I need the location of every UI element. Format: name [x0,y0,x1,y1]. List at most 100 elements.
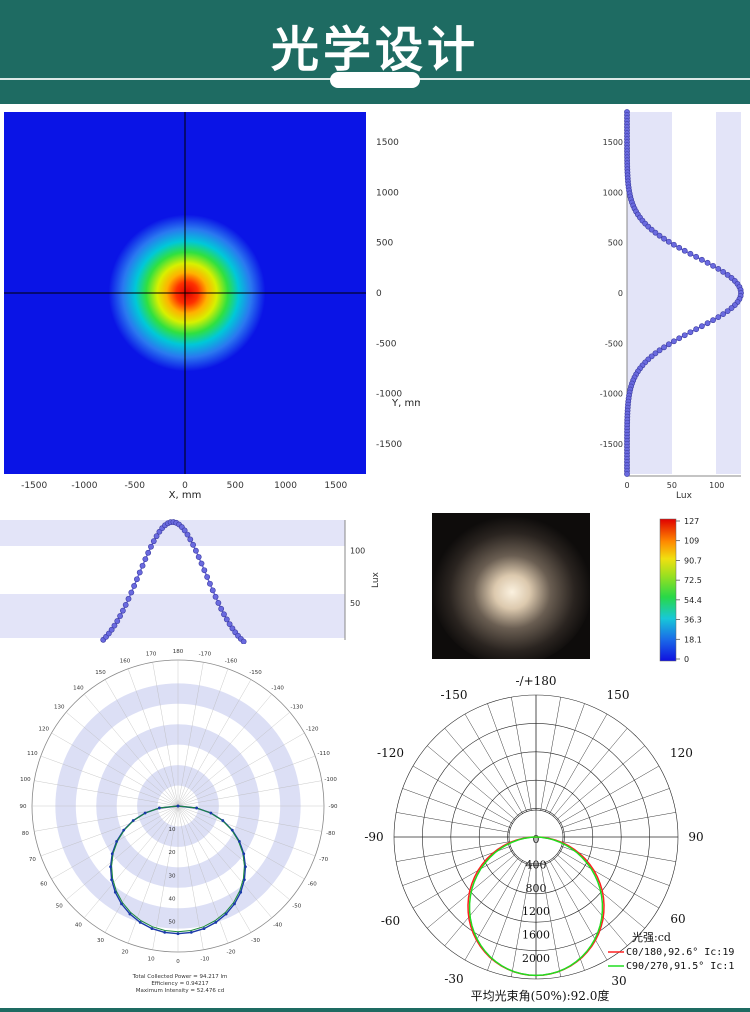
polar-left-angle-label: 170 [146,651,157,657]
vprofile-point [715,314,722,321]
color-scale-legend: 127 109 90.7 72.5 54.4 36.3 18.1 0 [659,517,702,664]
photo-glow [432,513,592,665]
vprofile-y-tick-label: 500 [608,239,623,248]
polar-left-angle-label: -50 [292,904,301,910]
polar-left-angle-label: 80 [22,831,29,837]
polar-left-angle-label: -80 [326,831,335,837]
polar-right-angle-label: -90 [364,830,383,844]
polar-right-radial-label: 2000 [522,952,550,965]
polar-left-footer-efficiency: Efficiency = 0.94217 [151,981,209,987]
polar-left-spoke [177,805,316,857]
polar-right-radial-label: 1200 [522,905,550,918]
map-y-tick-label: -500 [376,339,397,349]
polar-right-spoke [444,857,519,946]
polar-left-spoke [66,711,179,807]
hprofile-point [114,618,121,624]
polar-left-angle-label: 90 [20,804,27,810]
polar-right-spoke [562,812,676,833]
light-spot-photo-svg [432,513,592,665]
vprofile-point [720,268,727,275]
polar-left-angle-label: -40 [273,923,282,929]
polar-left-spoke [177,805,290,901]
polar-left-point [202,927,206,930]
polar-left-spoke [34,780,179,807]
polar-right-spoke [545,703,585,812]
vertical-profile-chart: 1500 1000 500 0 -500 -1000 -1500 0 50 100 Lux [600,109,744,501]
polar-right-radial-label: 0 [533,833,540,846]
polar-left-spoke [177,679,252,807]
vprofile-x-tick-label: 50 [667,481,677,490]
hprofile-point [139,562,146,569]
hprofile-point [223,616,230,623]
polar-left-angle-label: -10 [200,957,209,963]
polar-right-radial-label: 1600 [522,929,550,942]
polar-left-point [242,852,246,856]
vprofile-point [676,335,683,342]
hprofile-point [207,580,213,587]
color-scale-tick-label: 72.5 [684,576,702,585]
hprofile-point [215,600,222,606]
map-y-tick-label: 1000 [376,188,399,198]
polar-right-angle-label: 120 [670,746,693,760]
hprofile-point [184,531,191,538]
map-x-tick-label: -500 [125,481,146,491]
page-header: 光学设计 [0,0,750,104]
polar-left-point [244,865,247,869]
vprofile-point [656,347,663,354]
polar-left-angle-label: 110 [27,751,38,757]
polar-left-angle-label: -160 [225,658,238,664]
polar-right-angle-label: -60 [381,914,400,928]
polar-right-spoke [553,728,628,817]
vprofile-y-tick-label: 1500 [603,138,623,147]
polar-left-point [176,804,180,808]
hprofile-point [142,556,149,563]
horizontal-profile-chart: 100 50 Lux [0,519,381,645]
polar-left-angle-label: 120 [39,727,50,733]
polar-right-curve-c90 [468,836,604,977]
polar-right-spoke [549,713,608,814]
hprofile-point [117,613,123,619]
map-x-tick-label: 1000 [274,481,297,491]
polar-left-angle-label: 60 [40,882,47,888]
vprofile-x-label: Lux [676,491,693,501]
polar-right-angle-label: -150 [441,688,468,702]
polar-left-spoke [177,711,290,807]
color-scale-tick-label: 90.7 [684,556,702,565]
polar-left-spoke [177,732,305,807]
page-title: 光学设计 [270,22,479,78]
hprofile-point [150,538,157,545]
polar-left-angle-label: -30 [251,938,260,944]
color-scale-tick-label: 36.3 [684,616,702,625]
polar-left-radial-label: 30 [169,873,176,879]
page-footer-bar [0,1008,750,1012]
polar-left-point [224,912,228,916]
map-x-axis-label: X, mm [169,490,202,501]
polar-left-spoke [152,805,179,950]
polar-left-spoke [152,662,179,807]
polar-left-angle-label: -70 [319,857,328,863]
polar-left-angle-label: 0 [176,959,180,965]
polar-right-angle-label: -120 [377,746,404,760]
hprofile-y-label: Lux [371,571,381,588]
polar-left-spoke [177,805,229,944]
vprofile-point [710,317,716,324]
vprofile-point [665,341,672,348]
polar-left-spoke [83,694,179,807]
polar-left-angle-label: 70 [29,857,36,863]
map-x-tick-label: -1000 [71,481,97,491]
hprofile-point [201,567,208,574]
polar-right-spoke [412,765,513,824]
hprofile-point [122,602,129,608]
map-x-tick-label: 1500 [324,481,347,491]
hprofile-point [193,547,199,554]
map-x-tick-label: 500 [227,481,244,491]
vprofile-y-tick-label: -1000 [600,390,623,399]
hprofile-point [134,576,140,583]
polar-left-point [128,912,132,916]
hprofile-point [221,611,227,618]
hprofile-band [0,594,345,638]
vprofile-y-tick-label: 0 [618,289,623,298]
hprofile-point [111,622,118,629]
polar-right-footer: 平均光束角(50%):92.0度 [471,988,610,1003]
polar-left-point [131,819,135,822]
